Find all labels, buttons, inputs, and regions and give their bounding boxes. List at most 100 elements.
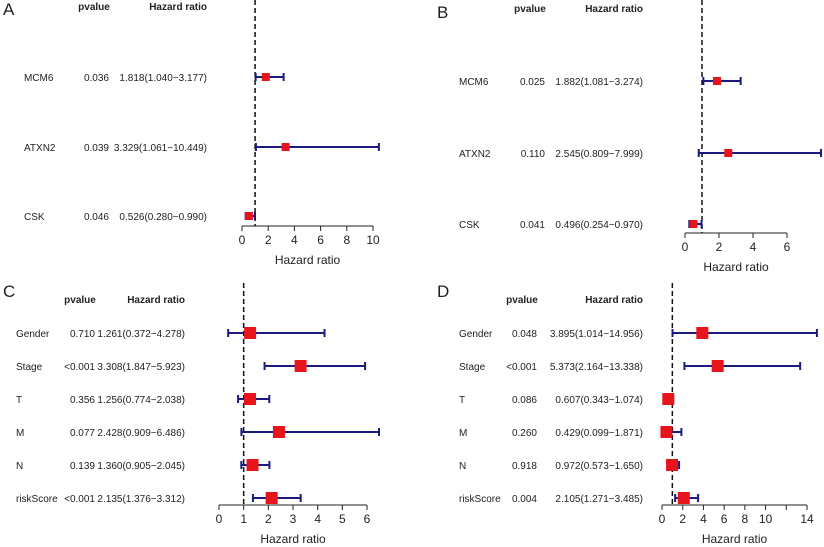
hr-point-box [696,327,709,339]
hr-point-box [272,426,285,438]
row-name: riskScore [459,494,501,505]
forest-row: CSK 0.046 0.526(0.280−0.990) [24,212,256,223]
x-tick-label: 4 [700,512,707,526]
row-pvalue: 0.086 [512,395,537,406]
row-hazard-ratio: 2.105(1.271−3.485) [555,494,643,505]
row-pvalue: 0.046 [84,212,109,223]
row-name: MCM6 [459,77,489,88]
row-hazard-ratio: 1.360(0.905−2.045) [97,461,185,472]
row-pvalue: 0.077 [70,428,95,439]
forest-row: CSK 0.041 0.496(0.254−0.970) [459,220,703,231]
row-pvalue: 0.110 [521,149,546,160]
x-tick-label: 2 [716,240,723,254]
x-tick-label: 2 [265,512,272,526]
row-hazard-ratio: 0.607(0.343−1.074) [555,395,643,406]
row-name: T [16,395,22,406]
forest-row: N 0.918 0.972(0.573−1.650) [459,459,681,472]
hr-point-box [712,77,721,85]
hr-point-box [261,73,270,81]
x-tick-label: 0 [659,512,666,526]
x-tick-label: 4 [291,233,298,247]
hr-point-box [711,360,724,372]
row-pvalue: <0.001 [506,362,537,373]
hazard-ratio-header: Hazard ratio [149,2,207,13]
row-hazard-ratio: 5.373(2.164−13.338) [550,362,643,373]
row-hazard-ratio: 2.428(0.909−6.486) [97,428,185,439]
hazard-ratio-header: Hazard ratio [585,295,643,306]
panel-label: D [437,282,449,301]
row-name: ATXN2 [459,149,491,160]
row-pvalue: 0.039 [84,143,109,154]
row-name: MCM6 [24,73,54,84]
hr-point-box [244,327,257,339]
forest-row: Gender 0.710 1.261(0.372−4.278) [16,327,326,340]
row-name: M [16,428,24,439]
row-name: N [459,461,466,472]
hr-point-box [246,459,259,471]
forest-row: riskScore 0.004 2.105(1.271−3.485) [459,492,700,505]
x-tick-label: 8 [742,512,749,526]
row-pvalue: 0.260 [512,428,537,439]
row-pvalue: <0.001 [64,494,95,505]
row-hazard-ratio: 1.818(1.040−3.177) [119,73,207,84]
hr-point-box [662,393,675,405]
row-hazard-ratio: 1.256(0.774−2.038) [97,395,185,406]
x-axis-title: Hazard ratio [275,253,341,267]
hr-point-box [294,360,307,372]
row-name: T [459,395,465,406]
row-pvalue: 0.025 [520,77,545,88]
row-name: M [459,428,467,439]
x-tick-label: 6 [317,233,324,247]
x-tick-label: 10 [759,512,773,526]
hr-point-box [265,492,278,504]
hr-point-box [724,149,733,157]
hr-point-box [677,492,690,504]
row-pvalue: 0.048 [512,329,537,340]
x-tick-label: 0 [239,233,246,247]
row-pvalue: 0.041 [520,220,545,231]
forest-row: MCM6 0.025 1.882(1.081−3.274) [459,77,742,88]
row-pvalue: 0.918 [512,461,537,472]
x-axis-title: Hazard ratio [703,260,769,274]
forest-row: T 0.356 1.256(0.774−2.038) [16,393,271,406]
row-name: CSK [459,220,480,231]
row-hazard-ratio: 1.882(1.081−3.274) [555,77,643,88]
x-axis-title: Hazard ratio [260,532,326,546]
forest-row: riskScore <0.001 2.135(1.376−3.312) [16,492,302,505]
row-name: Gender [16,329,50,340]
x-tick-label: 0 [216,512,223,526]
row-hazard-ratio: 0.429(0.099−1.871) [555,428,643,439]
row-name: Gender [459,329,493,340]
row-hazard-ratio: 1.261(0.372−4.278) [97,329,185,340]
row-pvalue: <0.001 [64,362,95,373]
row-name: CSK [24,212,45,223]
pvalue-header: pvalue [64,295,96,306]
row-name: N [16,461,23,472]
row-pvalue: 0.004 [512,494,537,505]
row-name: Stage [16,362,43,373]
x-tick-label: 2 [265,233,272,247]
row-name: riskScore [16,494,58,505]
hr-point-box [666,459,679,471]
x-tick-label: 4 [750,240,757,254]
forest-row: T 0.086 0.607(0.343−1.074) [459,393,675,406]
x-tick-label: 6 [784,240,791,254]
hr-point-box [660,426,673,438]
row-pvalue: 0.139 [70,461,95,472]
pvalue-header: pvalue [506,295,538,306]
row-pvalue: 0.036 [84,73,109,84]
x-tick-label: 2 [679,512,686,526]
forest-row: M 0.260 0.429(0.099−1.871) [459,426,683,439]
forest-row: Stage <0.001 5.373(2.164−13.338) [459,360,802,373]
forest-row: MCM6 0.036 1.818(1.040−3.177) [24,73,285,84]
panel-label: B [437,3,448,22]
row-hazard-ratio: 3.329(1.061−10.449) [114,143,207,154]
forest-row: Stage <0.001 3.308(1.847−5.923) [16,360,367,373]
x-tick-label: 8 [343,233,350,247]
x-tick-label: 5 [339,512,346,526]
pvalue-header: pvalue [78,2,110,13]
